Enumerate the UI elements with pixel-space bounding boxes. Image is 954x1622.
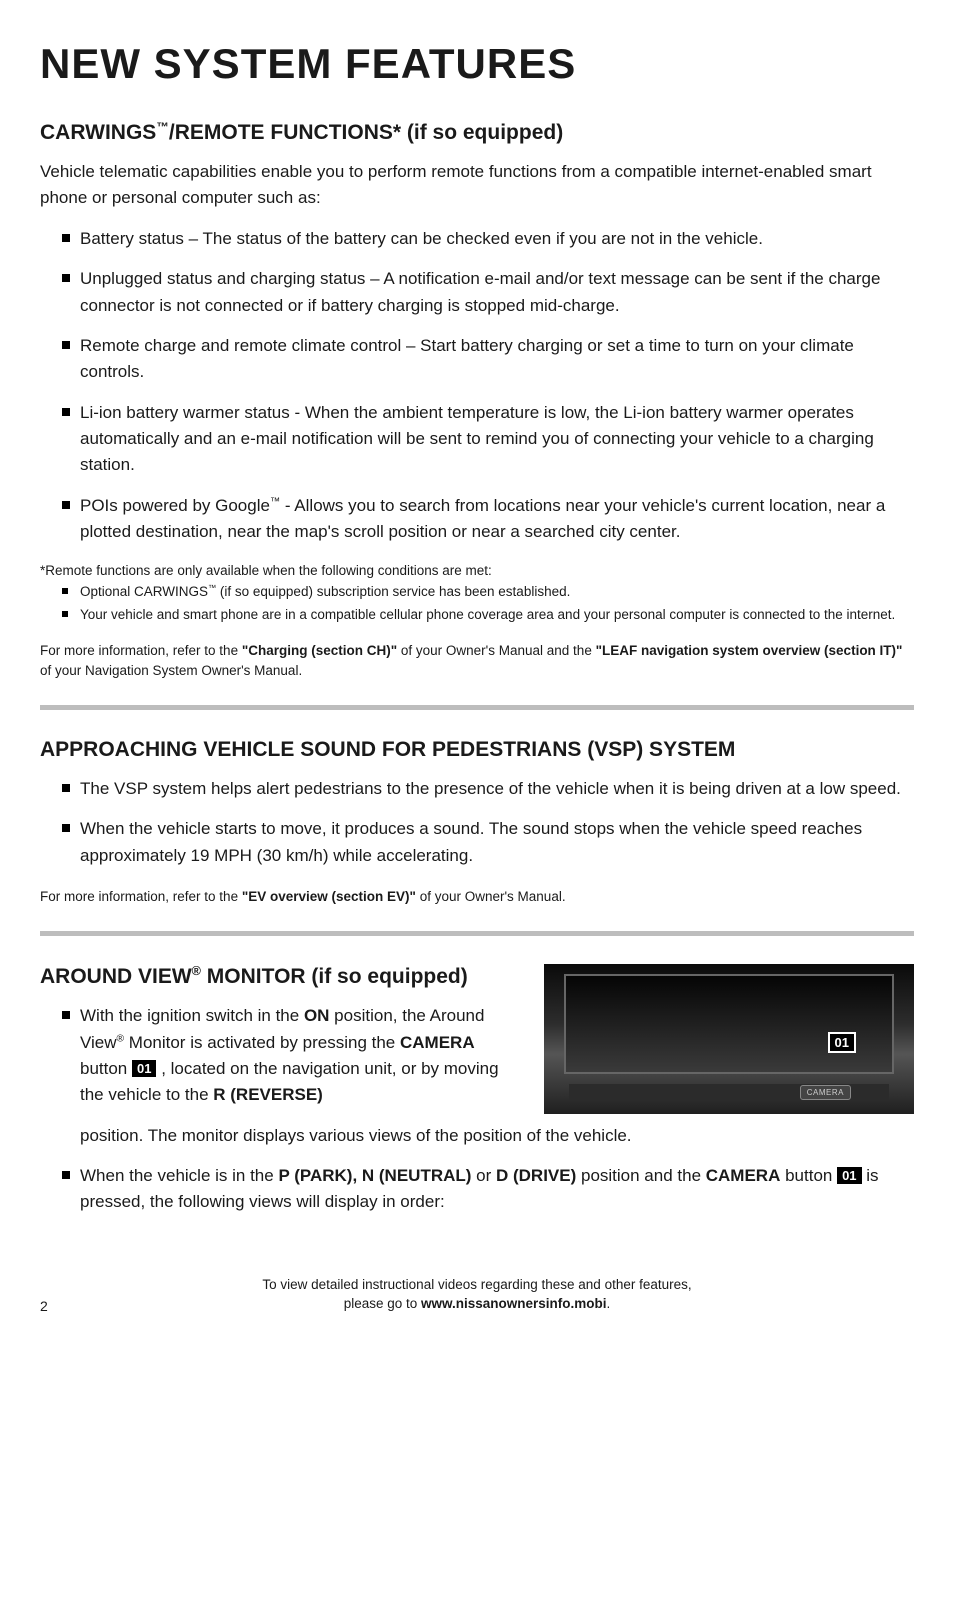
nav-screen (564, 974, 894, 1074)
carwings-reference: For more information, refer to the "Char… (40, 641, 914, 682)
vsp-heading: APPROACHING VEHICLE SOUND FOR PEDESTRIAN… (40, 738, 914, 762)
item-text: button (780, 1166, 837, 1185)
heading-text: AROUND VIEW (40, 965, 192, 988)
footer-line: To view detailed instructional videos re… (262, 1277, 691, 1292)
item-text: Optional CARWINGS (80, 584, 208, 599)
list-item: Li-ion battery warmer status - When the … (62, 400, 914, 479)
bold-text: P (PARK), N (NEUTRAL) (278, 1166, 471, 1185)
list-item: When the vehicle starts to move, it prod… (62, 816, 914, 869)
list-item-continuation: position. The monitor displays various v… (62, 1123, 914, 1149)
list-item: Your vehicle and smart phone are in a co… (62, 605, 914, 625)
tm-symbol: ™ (156, 120, 169, 134)
section-divider (40, 705, 914, 710)
ref-text: of your Owner's Manual. (416, 889, 566, 904)
ref-text: For more information, refer to the (40, 889, 242, 904)
footnote-list: Optional CARWINGS™ (if so equipped) subs… (40, 582, 914, 624)
avm-photo: CAMERA 01 (544, 964, 914, 1114)
item-text: position and the (576, 1166, 705, 1185)
avm-list-top: With the ignition switch in the ON posit… (40, 1003, 524, 1108)
carwings-intro: Vehicle telematic capabilities enable yo… (40, 159, 914, 210)
page-title: NEW SYSTEM FEATURES (40, 40, 914, 88)
vsp-reference: For more information, refer to the "EV o… (40, 887, 914, 907)
bold-text: ON (304, 1006, 330, 1025)
ref-text: of your Navigation System Owner's Manual… (40, 663, 302, 678)
button-row: CAMERA (569, 1084, 889, 1100)
carwings-heading: CARWINGS™/REMOTE FUNCTIONS* (if so equip… (40, 120, 914, 145)
list-item: Unplugged status and charging status – A… (62, 266, 914, 319)
ref-text: For more information, refer to the (40, 643, 242, 658)
heading-text: MONITOR (if so equipped) (201, 965, 468, 988)
list-item: When the vehicle is in the P (PARK), N (… (62, 1163, 914, 1216)
reg-symbol: ® (117, 1033, 125, 1044)
footer-line: please go to (344, 1296, 421, 1311)
bold-text: CAMERA (706, 1166, 781, 1185)
callout-badge: 01 (132, 1060, 156, 1077)
item-text: Monitor is activated by pressing the (124, 1033, 400, 1052)
ref-bold: "LEAF navigation system overview (sectio… (596, 643, 903, 658)
footer-text: To view detailed instructional videos re… (40, 1276, 914, 1314)
callout-badge: 01 (837, 1167, 861, 1184)
list-item: With the ignition switch in the ON posit… (62, 1003, 524, 1108)
page-number: 2 (40, 1298, 48, 1314)
section-divider (40, 931, 914, 936)
heading-text: CARWINGS (40, 121, 156, 144)
item-text: button (80, 1059, 132, 1078)
footer-line: . (607, 1296, 611, 1311)
list-item: Optional CARWINGS™ (if so equipped) subs… (62, 582, 914, 602)
footer-url: www.nissanownersinfo.mobi (421, 1296, 607, 1311)
item-text: When the vehicle is in the (80, 1166, 278, 1185)
ref-bold: "EV overview (section EV)" (242, 889, 416, 904)
list-item: Remote charge and remote climate control… (62, 333, 914, 386)
ref-bold: "Charging (section CH)" (242, 643, 397, 658)
camera-button-label: CAMERA (800, 1085, 851, 1100)
vsp-list: The VSP system helps alert pedestrians t… (40, 776, 914, 869)
bold-text: R (REVERSE) (213, 1085, 323, 1104)
bold-text: CAMERA (400, 1033, 475, 1052)
page-footer: 2 To view detailed instructional videos … (40, 1276, 914, 1314)
carwings-list: Battery status – The status of the batte… (40, 226, 914, 545)
item-text: With the ignition switch in the (80, 1006, 304, 1025)
reg-symbol: ® (192, 964, 201, 978)
item-text: (if so equipped) subscription service ha… (216, 584, 570, 599)
ref-text: of your Owner's Manual and the (397, 643, 595, 658)
heading-text: /REMOTE FUNCTIONS* (if so equipped) (169, 121, 563, 144)
item-text: POIs powered by Google (80, 496, 270, 515)
tm-symbol: ™ (208, 584, 216, 593)
footnote-lead: *Remote functions are only available whe… (40, 563, 914, 578)
callout-badge: 01 (828, 1032, 856, 1053)
avm-list-continued: position. The monitor displays various v… (40, 1123, 914, 1216)
list-item: Battery status – The status of the batte… (62, 226, 914, 252)
list-item: The VSP system helps alert pedestrians t… (62, 776, 914, 802)
item-text: position. The monitor displays various v… (80, 1126, 632, 1145)
item-text: or (471, 1166, 496, 1185)
avm-heading: AROUND VIEW® MONITOR (if so equipped) (40, 964, 524, 989)
bold-text: D (DRIVE) (496, 1166, 576, 1185)
tm-symbol: ™ (270, 496, 280, 507)
list-item: POIs powered by Google™ - Allows you to … (62, 493, 914, 546)
